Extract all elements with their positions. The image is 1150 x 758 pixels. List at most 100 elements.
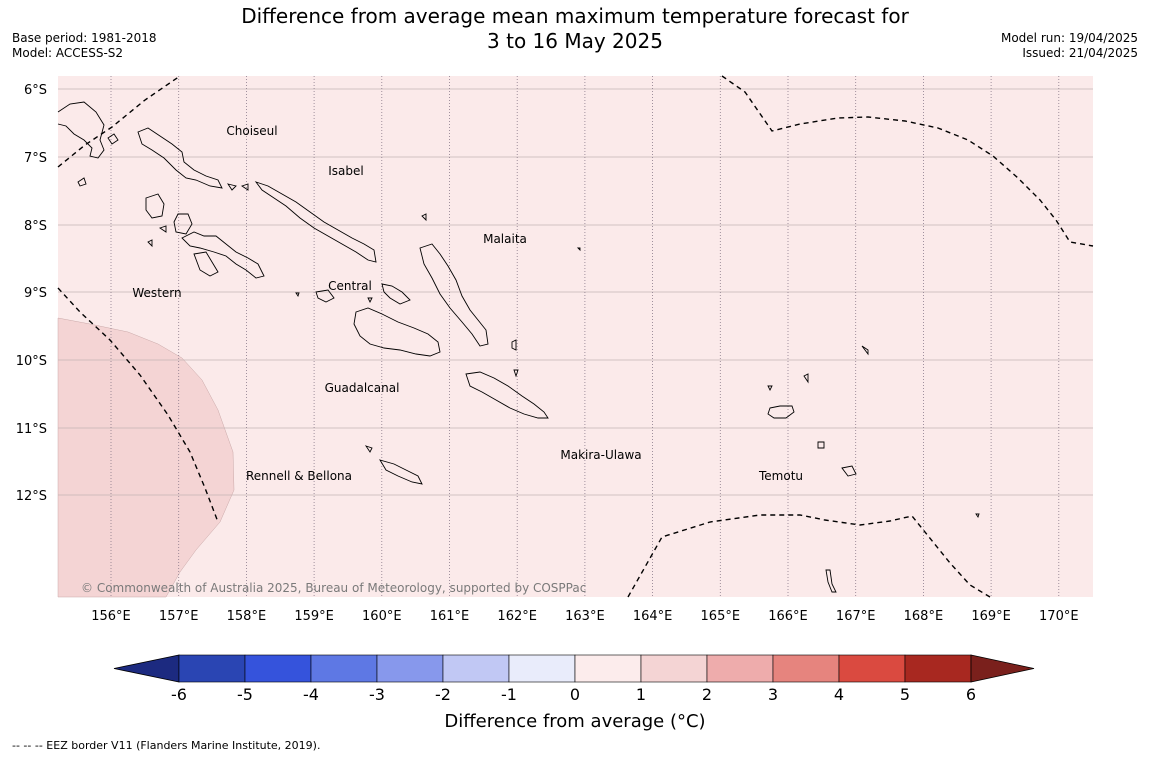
title-line-1: Difference from average mean maximum tem… — [241, 4, 909, 28]
eez-footnote: -- -- -- EEZ border V11 (Flanders Marine… — [12, 739, 321, 752]
guadalcanal-island — [353, 307, 441, 357]
colorbar-extend-high — [970, 654, 1035, 683]
colorbar-tick: 2 — [702, 685, 712, 704]
colorbar-tick: -5 — [237, 685, 253, 704]
lon-label: 161°E — [430, 609, 470, 624]
colorbar-tick: 4 — [834, 685, 844, 704]
islet — [147, 239, 153, 248]
islet — [576, 247, 581, 252]
province-label-makira-ulawa: Makira-Ulawa — [560, 448, 641, 462]
colorbar-segment — [772, 654, 840, 683]
savo-russell-islands — [315, 289, 335, 303]
lat-label: 9°S — [24, 286, 47, 301]
lon-label: 170°E — [1039, 609, 1079, 624]
lat-label: 12°S — [16, 489, 47, 504]
province-label-temotu: Temotu — [758, 469, 803, 483]
islet — [421, 213, 427, 222]
lon-label: 159°E — [294, 609, 334, 624]
islet — [240, 183, 249, 191]
lon-label: 157°E — [159, 609, 199, 624]
lat-label: 11°S — [16, 422, 47, 437]
eez-border-tuvalu — [721, 75, 1094, 247]
latitude-labels: 6°S 7°S 8°S 9°S 10°S 11°S 12°S — [16, 83, 47, 504]
province-label-central: Central — [328, 279, 372, 293]
colorbar-tick: 1 — [636, 685, 646, 704]
eez-border-png — [57, 75, 181, 168]
colorbar-tick: -4 — [303, 685, 319, 704]
colorbar-segment — [706, 654, 774, 683]
choiseul-island — [137, 127, 223, 189]
title-line-2: 3 to 16 May 2025 — [487, 29, 663, 53]
lon-label: 165°E — [701, 609, 741, 624]
lon-label: 163°E — [565, 609, 605, 624]
lat-label: 6°S — [24, 83, 47, 98]
lon-label: 158°E — [227, 609, 267, 624]
kolombangara-island — [173, 213, 193, 235]
islet — [107, 133, 119, 145]
base-period: Base period: 1981-2018 — [12, 31, 157, 45]
latitude-gridlines — [58, 88, 1093, 496]
islet — [367, 297, 373, 304]
islet — [158, 225, 167, 233]
lat-label: 8°S — [24, 219, 47, 234]
colorbar-segment — [310, 654, 378, 683]
colorbar — [113, 654, 1035, 683]
colorbar-tick: -2 — [435, 685, 451, 704]
map-background — [58, 76, 1093, 597]
colorbar-extend-low — [113, 654, 180, 683]
santa-cruz-island — [767, 405, 795, 419]
colorbar-segment — [508, 654, 576, 683]
eez-borders — [57, 75, 1094, 598]
colorbar-segment — [442, 654, 510, 683]
province-labels: Choiseul Isabel Malaita Western Central … — [132, 124, 803, 483]
lon-label: 164°E — [633, 609, 673, 624]
islands — [57, 101, 980, 593]
vella-lavella-island — [145, 193, 165, 219]
model-run: Model run: 19/04/2025 — [1000, 31, 1138, 45]
islet — [861, 345, 869, 356]
islet — [767, 385, 773, 392]
lon-label: 156°E — [91, 609, 131, 624]
islet — [803, 373, 809, 384]
islet — [77, 177, 87, 187]
base-info: Base period: 1981-2018 Model: ACCESS-S2 — [12, 31, 157, 61]
colorbar-tick: -1 — [501, 685, 517, 704]
province-label-rennell-bellona: Rennell & Bellona — [246, 469, 352, 483]
province-label-guadalcanal: Guadalcanal — [325, 381, 400, 395]
province-label-western: Western — [132, 286, 181, 300]
warm-anomaly-region — [57, 317, 235, 598]
lon-label: 168°E — [904, 609, 944, 624]
makira-island — [465, 371, 549, 419]
rennell-island — [379, 459, 423, 485]
rendova-island — [193, 251, 219, 277]
colorbar-segment — [574, 654, 642, 683]
islet — [295, 292, 300, 298]
malaita-island — [419, 243, 489, 347]
issued-date: Issued: 21/04/2025 — [1022, 46, 1138, 60]
colorbar-segment — [904, 654, 972, 683]
colorbar-segment — [178, 654, 246, 683]
colorbar-tick: 3 — [768, 685, 778, 704]
new-georgia-island — [181, 231, 265, 279]
colorbar-label: Difference from average (°C) — [444, 711, 705, 732]
colorbar-tick: -6 — [171, 685, 187, 704]
model-name: Model: ACCESS-S2 — [12, 46, 124, 60]
bougainville-island — [57, 101, 105, 159]
lat-label: 10°S — [16, 354, 47, 369]
lon-label: 166°E — [768, 609, 808, 624]
utupua-island — [817, 441, 825, 449]
colorbar-tick: -3 — [369, 685, 385, 704]
colorbar-segment — [376, 654, 444, 683]
run-info: Model run: 19/04/2025 Issued: 21/04/2025 — [1001, 31, 1138, 61]
colorbar-segment — [838, 654, 906, 683]
colorbar-tick: 5 — [900, 685, 910, 704]
province-label-choiseul: Choiseul — [226, 124, 277, 138]
islet — [226, 183, 237, 191]
province-label-malaita: Malaita — [483, 232, 527, 246]
anuta-tikopia-islets — [825, 569, 837, 593]
lon-label: 169°E — [971, 609, 1011, 624]
colorbar-tick: 6 — [966, 685, 976, 704]
chart-title: Difference from average mean maximum tem… — [0, 4, 1150, 54]
lon-label: 160°E — [362, 609, 402, 624]
